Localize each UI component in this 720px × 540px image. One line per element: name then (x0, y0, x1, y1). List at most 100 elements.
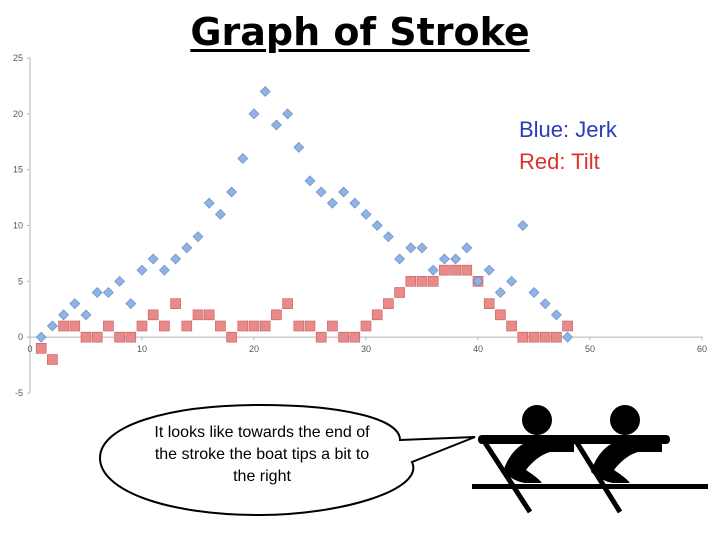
jerk-point (80, 309, 92, 321)
jerk-point (226, 186, 238, 198)
jerk-point (304, 175, 316, 187)
jerk-point (270, 119, 282, 131)
jerk-point (69, 298, 81, 310)
tilt-point (69, 320, 81, 332)
jerk-point (394, 253, 406, 265)
tilt-point (293, 320, 305, 332)
jerk-point (259, 86, 271, 97)
jerk-point (214, 208, 226, 220)
tilt-point (136, 320, 148, 332)
tilt-point (237, 320, 249, 332)
tilt-point (551, 331, 562, 343)
tilt-point (562, 320, 573, 332)
jerk-point (282, 108, 294, 120)
jerk-point (35, 331, 47, 343)
callout-text: It looks like towards the end of the str… (154, 424, 370, 485)
tilt-point (416, 276, 428, 287)
tilt-point (181, 320, 193, 332)
tilt-point (304, 320, 316, 332)
tilt-point (47, 354, 58, 365)
speech-bubble-outline (98, 403, 476, 517)
jerk-series (35, 86, 574, 343)
jerk-point (427, 264, 439, 276)
tilt-point (360, 320, 372, 332)
tilt-point (383, 298, 394, 309)
jerk-point (450, 253, 462, 265)
jerk-point (46, 320, 58, 332)
tilt-point (338, 331, 349, 343)
tilt-point (282, 298, 293, 309)
y-tick-label: 20 (13, 109, 23, 119)
jerk-point (315, 186, 327, 198)
jerk-point (461, 242, 473, 254)
jerk-point (237, 153, 249, 164)
jerk-point (382, 231, 394, 243)
jerk-point (539, 298, 551, 310)
jerk-point (91, 287, 103, 298)
jerk-point (203, 197, 215, 209)
jerk-point (483, 264, 495, 276)
jerk-point (136, 264, 148, 276)
tilt-point (495, 309, 506, 321)
y-tick-label: 15 (13, 165, 23, 175)
x-tick-label: 0 (27, 344, 32, 354)
jerk-point (517, 220, 529, 231)
jerk-point (114, 275, 126, 287)
x-tick-label: 30 (361, 344, 371, 354)
y-tick-label: 10 (13, 221, 23, 231)
jerk-point (550, 309, 562, 321)
jerk-point (416, 242, 428, 254)
jerk-point (158, 264, 170, 276)
tilt-point (170, 298, 181, 309)
tilt-point (35, 343, 47, 354)
chart-axes: -5 0 5 10 15 20 25 0 10 20 30 40 50 60 (13, 53, 707, 398)
jerk-point (371, 220, 383, 231)
tilt-point (91, 331, 103, 343)
tilt-point (271, 309, 282, 321)
tilt-point (450, 264, 461, 276)
tilt-point (371, 309, 383, 321)
jerk-point (494, 287, 506, 298)
tilt-point (315, 331, 327, 343)
jerk-point (293, 141, 305, 153)
tilt-point (259, 320, 271, 332)
tilt-point (483, 298, 495, 309)
x-tick-label: 10 (137, 344, 147, 354)
tilt-point (114, 331, 125, 343)
tilt-point (528, 331, 540, 343)
legend-jerk: Blue: Jerk (519, 117, 617, 142)
tilt-point (80, 331, 92, 343)
tilt-point (226, 331, 237, 343)
tilt-point (461, 264, 473, 276)
legend-tilt: Red: Tilt (519, 149, 600, 174)
tilt-point (394, 287, 405, 298)
tilt-point (125, 331, 137, 343)
x-tick-label: 20 (249, 344, 259, 354)
jerk-point (338, 186, 350, 198)
tilt-point (215, 320, 226, 332)
tilt-point (405, 276, 417, 287)
tilt-point (439, 264, 450, 276)
y-tick-label: 25 (13, 53, 23, 63)
jerk-point (102, 287, 114, 298)
jerk-point (147, 253, 159, 265)
jerk-point (192, 231, 204, 243)
tilt-point (103, 320, 114, 332)
jerk-point (349, 197, 361, 209)
tilt-point (192, 309, 204, 321)
jerk-point (528, 287, 540, 298)
tilt-point (248, 320, 260, 332)
x-tick-label: 50 (585, 344, 595, 354)
jerk-point (506, 275, 518, 287)
jerk-point (58, 309, 70, 321)
jerk-point (326, 197, 338, 209)
jerk-point (405, 242, 417, 254)
tilt-point (506, 320, 517, 332)
tilt-point (349, 331, 361, 343)
chart-title: Graph of Stroke (190, 10, 530, 54)
jerk-point (438, 253, 450, 265)
tilt-point (147, 309, 159, 321)
tilt-point (539, 331, 551, 343)
tilt-point (427, 276, 439, 287)
